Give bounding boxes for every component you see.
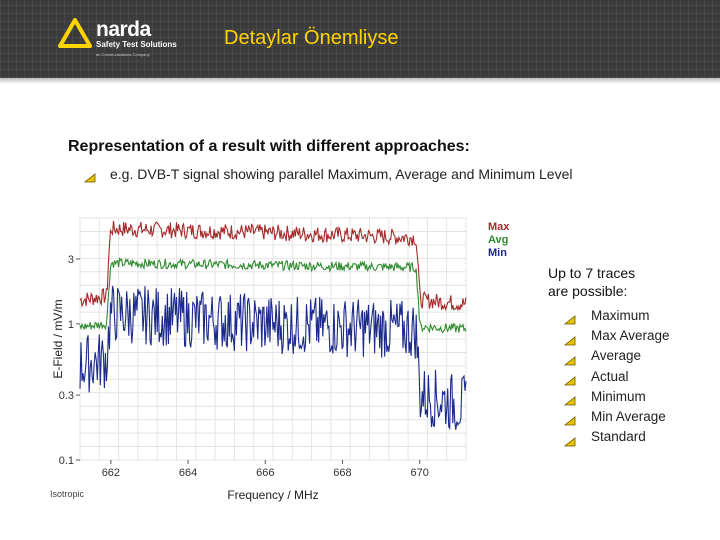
trace-label: Min Average <box>591 408 666 424</box>
x-axis-label: Frequency / MHz <box>227 488 318 502</box>
section-heading: Representation of a result with differen… <box>68 138 470 155</box>
y-tick-label: 0.3 <box>59 390 74 402</box>
warning-triangle-icon <box>58 18 92 48</box>
trace-item: Average <box>563 346 670 366</box>
trace-label: Average <box>591 348 642 364</box>
trace-line-max <box>79 220 467 312</box>
x-tick-label: 662 <box>102 467 120 479</box>
x-tick-label: 664 <box>179 467 197 479</box>
trace-item: Maximum <box>563 306 670 326</box>
legend-label-max: Max <box>488 221 510 233</box>
bullet-icon <box>563 392 576 406</box>
traces-heading: Up to 7 traces are possible: <box>548 264 635 300</box>
x-tick-label: 668 <box>333 467 351 479</box>
trace-list: Maximum Max Average Average Actual Minimum Mi… <box>563 306 670 447</box>
header-pattern <box>0 0 720 78</box>
spectrum-chart: 3 1 0.3 0.1 662 664 666 668 670 Frequency / MHz E-… <box>48 212 518 512</box>
legend-label-avg: Avg <box>488 234 508 246</box>
trace-label: Standard <box>591 429 646 445</box>
trace-label: Minimum <box>591 388 646 404</box>
chart-svg: 3 1 0.3 0.1 662 664 666 668 670 Frequency / MHz E-… <box>50 217 510 502</box>
bullet-icon <box>563 433 576 446</box>
trace-item: Minimum <box>563 387 670 407</box>
trace-line-min <box>79 285 467 431</box>
legend-label-min: Min <box>488 247 507 259</box>
trace-label: Actual <box>591 368 629 384</box>
x-tick-label: 666 <box>256 467 274 479</box>
header-bar: narda Safety Test Solutions an Communica… <box>0 0 720 78</box>
header-shadow <box>0 78 720 84</box>
traces-heading-line2: are possible: <box>548 283 628 299</box>
example-text: e.g. DVB-T signal showing parallel Maxim… <box>110 166 573 182</box>
bullet-icon <box>563 311 576 325</box>
trace-item: Actual <box>563 367 670 387</box>
narda-logo: narda Safety Test Solutions an Communica… <box>58 18 208 62</box>
traces-heading-line1: Up to 7 traces <box>548 265 636 281</box>
trace-item: Max Average <box>563 326 670 346</box>
bullet-icon <box>563 352 576 366</box>
y-tick-label: 0.1 <box>59 455 74 467</box>
trace-item: Standard <box>563 427 670 447</box>
trace-label: Maximum <box>591 308 650 323</box>
corner-label: Isotropic <box>50 489 85 499</box>
y-axis-label: E-Field / mV/m <box>51 299 65 378</box>
bullet-icon <box>83 170 96 183</box>
trace-line-avg <box>79 257 467 334</box>
y-tick-label: 1 <box>68 319 74 331</box>
logo-tagline: Safety Test Solutions <box>96 40 177 49</box>
logo-name: narda <box>96 18 151 41</box>
bullet-icon <box>563 332 576 346</box>
page-title: Detaylar Önemliyse <box>224 27 399 49</box>
logo-small-text: an Communications Company <box>96 52 150 57</box>
y-tick-label: 3 <box>68 254 74 266</box>
trace-label: Max Average <box>591 328 670 344</box>
x-tick-label: 670 <box>411 467 429 479</box>
bullet-icon <box>563 372 576 386</box>
trace-item: Min Average <box>563 407 670 427</box>
bullet-icon <box>563 412 576 426</box>
example-bullet: e.g. DVB-T signal showing parallel Maxim… <box>83 166 573 183</box>
